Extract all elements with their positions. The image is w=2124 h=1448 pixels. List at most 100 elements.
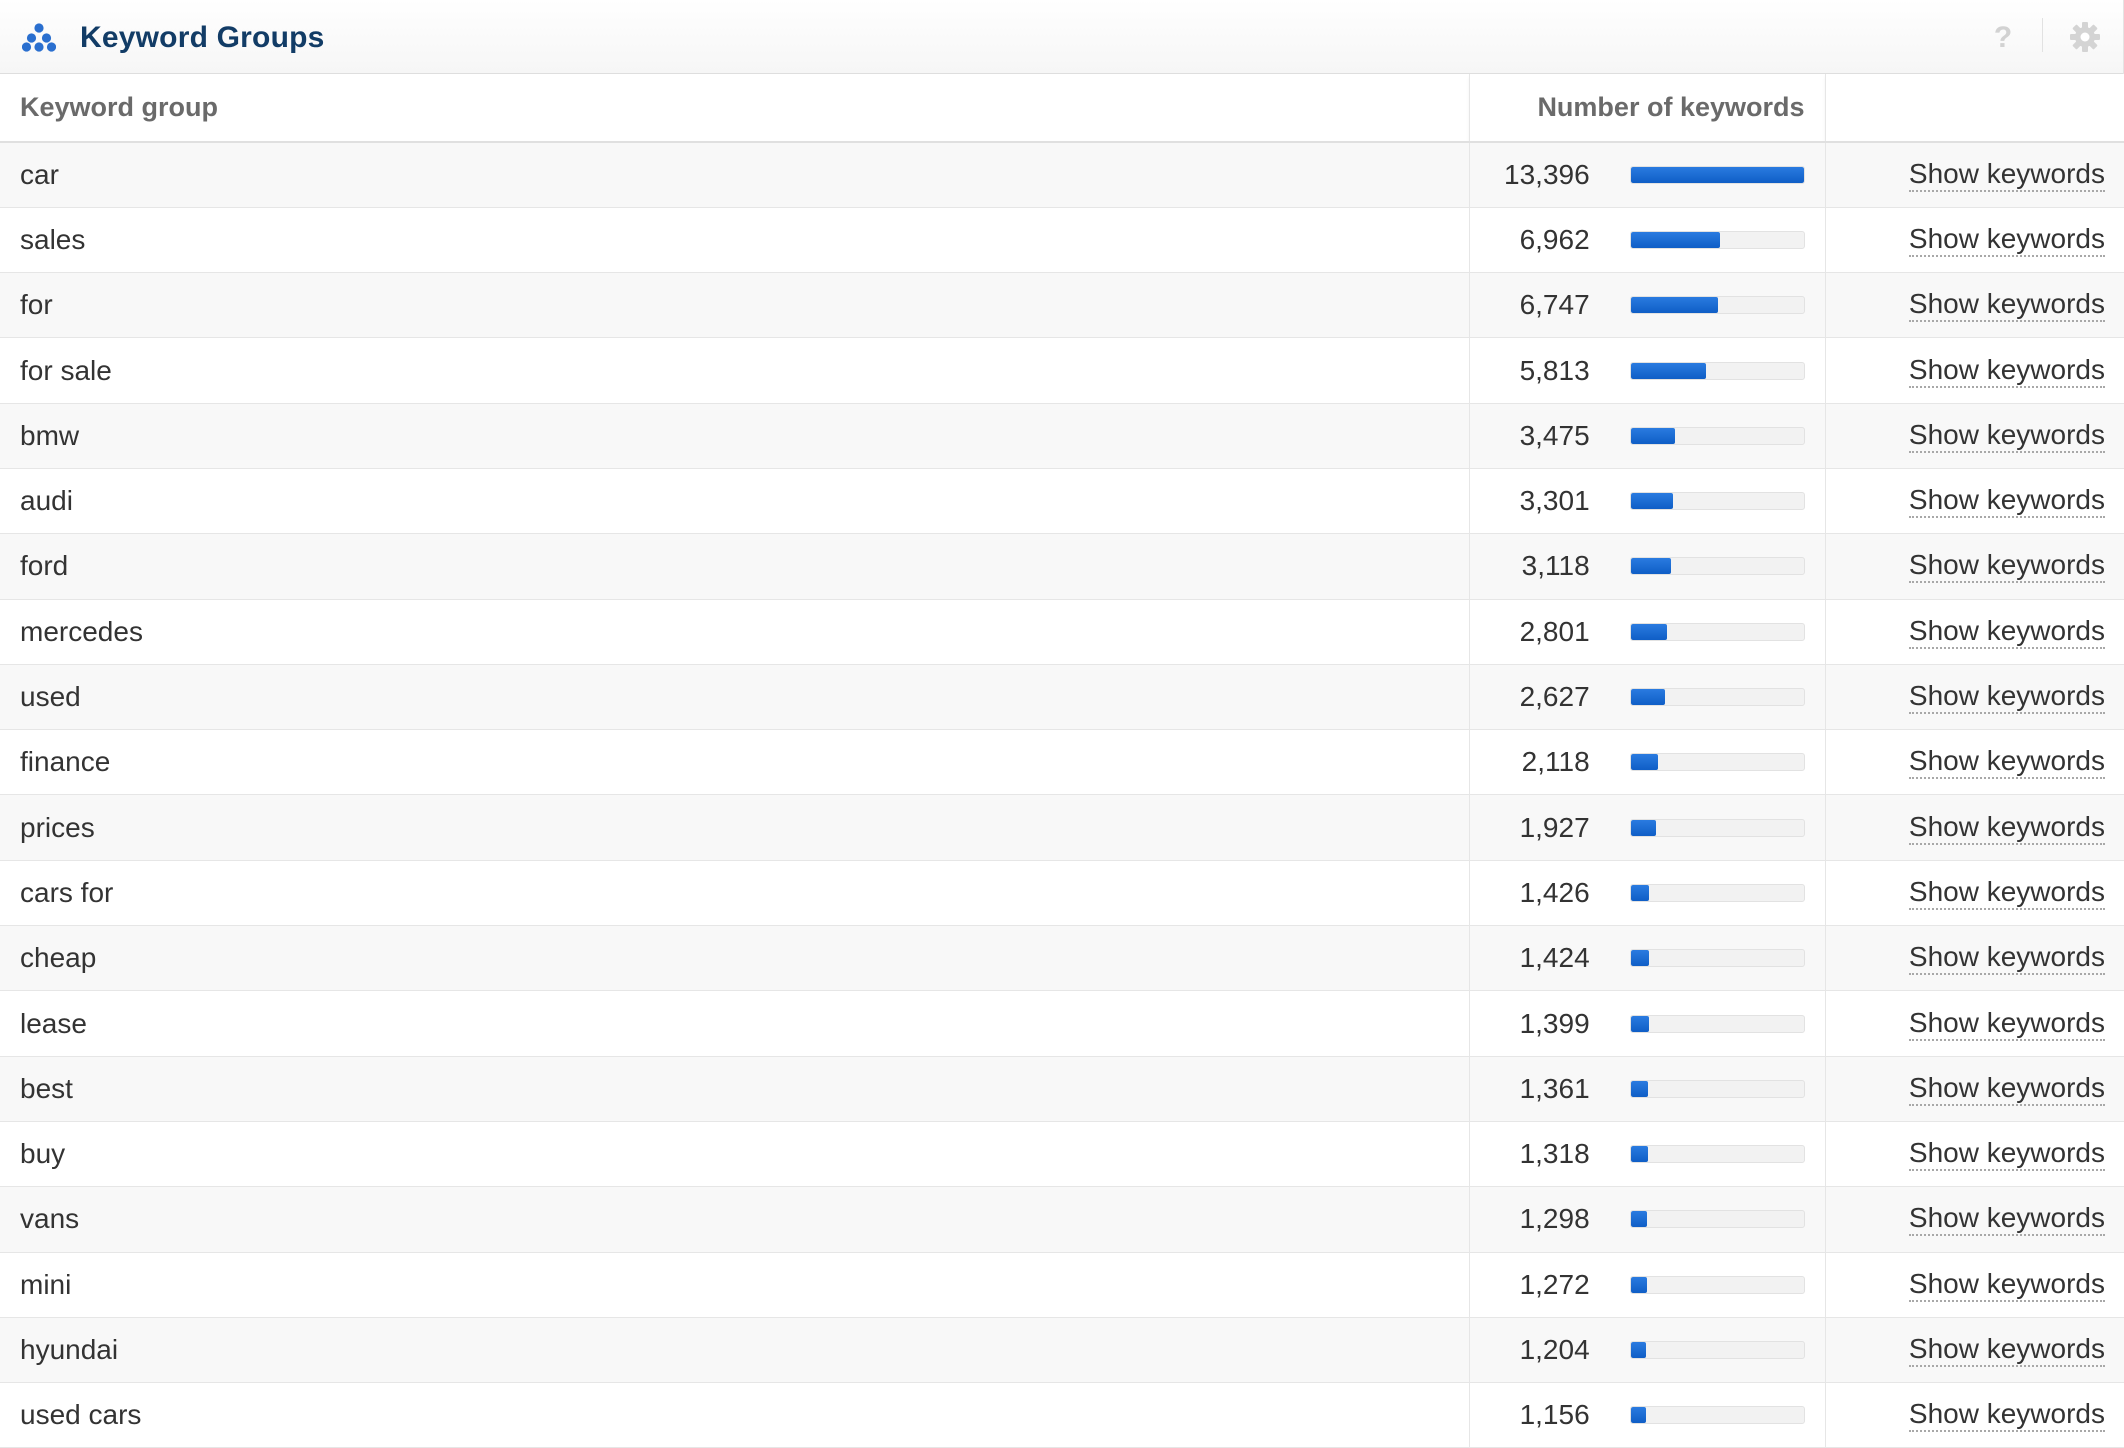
keyword-count-cell: 1,298 [1469,1186,1826,1253]
show-keywords-link[interactable]: Show keywords [1908,1137,2105,1172]
table-row: mini 1,272 Show keywords [0,1252,2124,1318]
keyword-count-wrapper: 3,118 [1470,550,1825,582]
show-keywords-link[interactable]: Show keywords [1908,811,2105,845]
column-header-number-of-keywords[interactable]: Number of keywords [1469,74,1826,143]
keyword-count-bar [1629,688,1805,707]
keyword-count-value: 2,627 [1519,681,1590,713]
keyword-count-value: 1,318 [1519,1138,1590,1170]
show-keywords-link[interactable]: Show keywords [1908,876,2105,910]
keyword-count-bar-fill [1630,1211,1648,1228]
action-cell: Show keywords [1825,860,2124,927]
keyword-count-cell: 3,475 [1469,403,1826,469]
show-keywords-link[interactable]: Show keywords [1908,941,2105,976]
action-cell: Show keywords [1825,1252,2124,1318]
keyword-count-wrapper: 6,962 [1470,224,1825,256]
keyword-count-wrapper: 1,399 [1470,1008,1825,1040]
keyword-count-value: 1,156 [1519,1399,1590,1431]
keyword-count-value: 1,426 [1519,876,1590,908]
show-keywords-link[interactable]: Show keywords [1908,223,2105,257]
show-keywords-link[interactable]: Show keywords [1908,680,2105,715]
show-keywords-link[interactable]: Show keywords [1908,745,2105,780]
keyword-count-wrapper: 1,156 [1470,1399,1825,1431]
keyword-count-bar [1629,1406,1805,1425]
keyword-count-bar-fill [1630,427,1676,444]
keyword-group-cell: best [0,1056,1470,1122]
table-row: cheap 1,424 Show keywords [0,925,2124,992]
table-row: mercedes 2,801 Show keywords [0,599,2124,665]
show-keywords-link[interactable]: Show keywords [1908,1007,2105,1041]
action-cell: Show keywords [1825,664,2124,731]
show-keywords-link[interactable]: Show keywords [1908,419,2105,453]
question-mark-icon[interactable]: ? [1993,21,2013,54]
keyword-group-cell: prices [0,794,1470,861]
keyword-count-bar [1629,426,1805,445]
action-cell: Show keywords [1825,1186,2124,1253]
widget-header: Keyword Groups ? [0,0,2123,74]
show-keywords-link[interactable]: Show keywords [1908,1398,2105,1433]
show-keywords-link[interactable]: Show keywords [1908,484,2105,519]
show-keywords-link[interactable]: Show keywords [1908,615,2105,649]
action-cell: Show keywords [1825,1121,2124,1188]
keyword-group-cell: cheap [0,925,1470,992]
show-keywords-link[interactable]: Show keywords [1908,549,2105,584]
keyword-count-bar [1629,753,1805,772]
keyword-group-cell: used [0,664,1470,731]
keyword-count-bar [1629,949,1805,968]
keyword-count-value: 6,747 [1519,289,1590,321]
keyword-group-cell: hyundai [0,1317,1470,1384]
keyword-count-wrapper: 6,747 [1470,289,1825,321]
action-cell: Show keywords [1825,468,2124,535]
keyword-count-value: 3,118 [1521,550,1590,582]
show-keywords-link[interactable]: Show keywords [1908,1333,2105,1367]
action-cell: Show keywords [1825,794,2124,861]
keyword-count-bar-fill [1630,884,1650,901]
column-header-actions [1825,74,2124,143]
keyword-count-bar-fill [1630,1146,1648,1163]
show-keywords-link[interactable]: Show keywords [1908,1268,2105,1302]
table-row: audi 3,301 Show keywords [0,468,2124,535]
keyword-count-bar-fill [1630,166,1804,183]
show-keywords-link[interactable]: Show keywords [1908,1072,2105,1106]
keyword-count-bar-fill [1630,493,1674,510]
keyword-group-cell: mini [0,1252,1470,1318]
keyword-count-value: 2,118 [1521,746,1590,778]
action-cell: Show keywords [1825,533,2124,600]
action-cell: Show keywords [1825,990,2124,1057]
keyword-count-value: 1,204 [1519,1333,1590,1365]
keyword-group-cell: for sale [0,337,1470,404]
keyword-count-bar [1629,1014,1805,1033]
keyword-count-wrapper: 1,361 [1470,1073,1825,1105]
keyword-group-cell: lease [0,990,1470,1057]
keyword-count-value: 3,475 [1519,419,1590,451]
show-keywords-link[interactable]: Show keywords [1908,158,2105,192]
keyword-count-bar [1629,1275,1805,1294]
keyword-count-value: 1,424 [1519,942,1590,974]
action-cell: Show keywords [1825,729,2124,796]
keyword-count-bar [1629,883,1805,902]
keyword-count-wrapper: 2,627 [1470,681,1825,713]
table-row: lease 1,399 Show keywords [0,990,2124,1057]
keyword-count-bar-fill [1630,689,1665,706]
keyword-group-cell: sales [0,207,1470,274]
show-keywords-link[interactable]: Show keywords [1908,1202,2105,1237]
keyword-group-cell: audi [0,468,1470,535]
show-keywords-link[interactable]: Show keywords [1908,288,2105,323]
keyword-count-value: 1,298 [1519,1203,1590,1235]
column-header-keyword-group[interactable]: Keyword group [0,74,1470,143]
keyword-count-bar-fill [1630,297,1718,314]
keyword-count-cell: 1,272 [1469,1252,1826,1318]
gear-icon[interactable] [2068,20,2102,54]
action-cell: Show keywords [1825,142,2124,208]
keyword-count-wrapper: 1,298 [1470,1203,1825,1235]
keyword-count-wrapper: 1,272 [1470,1269,1825,1301]
keyword-count-bar [1629,1145,1805,1164]
action-cell: Show keywords [1825,1056,2124,1122]
show-keywords-link[interactable]: Show keywords [1908,354,2105,388]
action-cell: Show keywords [1825,207,2124,274]
keyword-count-cell: 1,318 [1469,1121,1826,1188]
keyword-count-cell: 2,118 [1469,729,1826,796]
keyword-count-bar-fill [1630,1080,1649,1097]
keyword-group-cell: for [0,272,1470,339]
keyword-count-wrapper: 3,475 [1470,420,1825,452]
